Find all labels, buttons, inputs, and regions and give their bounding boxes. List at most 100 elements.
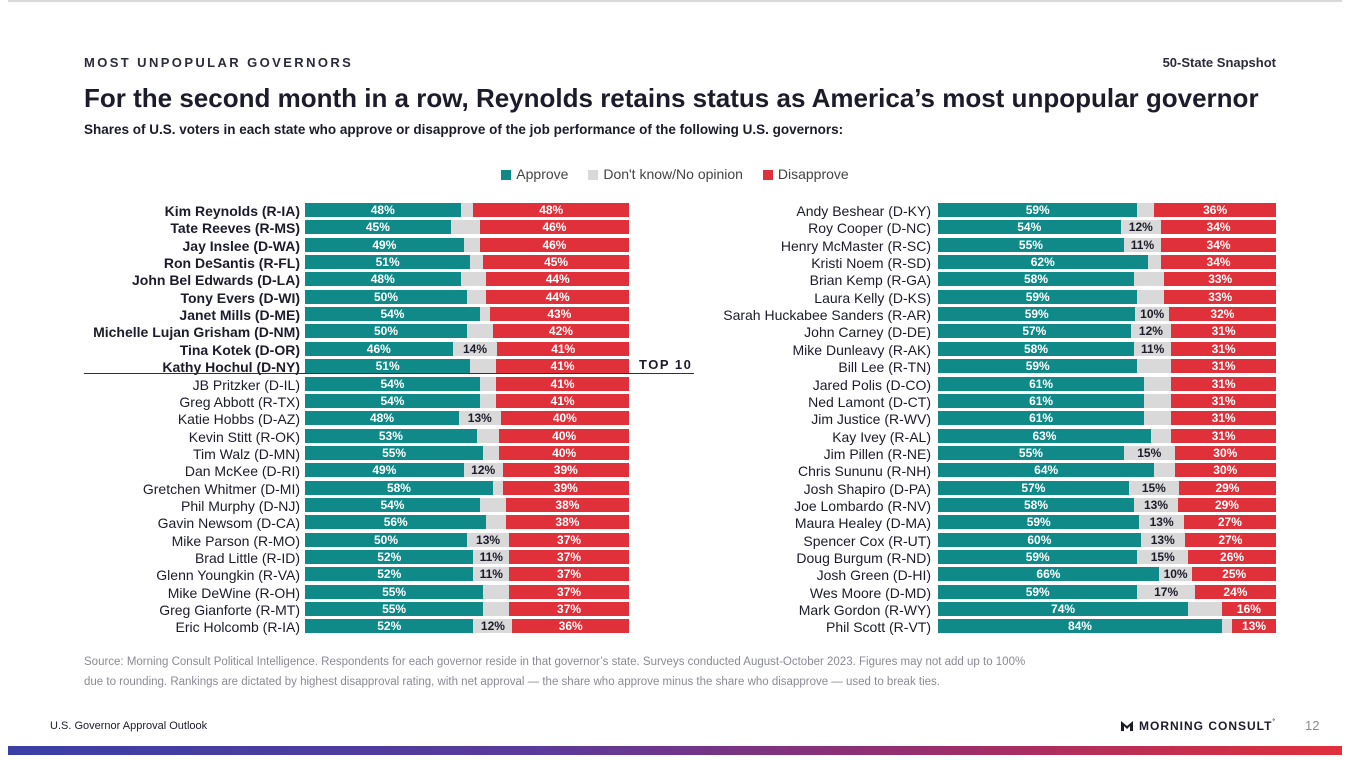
approve-bar bbox=[305, 463, 464, 478]
approve-bar bbox=[938, 584, 1138, 599]
dont-know-bar bbox=[479, 307, 490, 322]
approve-value-label: 48% bbox=[369, 411, 394, 426]
approve-value-label: 53% bbox=[378, 428, 403, 443]
approve-bar bbox=[938, 307, 1136, 322]
table-row: Tate Reeves (R-MS) 45% 46% bbox=[0, 219, 1350, 237]
governor-name: JB Pritzker (D-IL) bbox=[192, 376, 300, 393]
disapprove-bar bbox=[1164, 272, 1276, 287]
disapprove-value-label: 44% bbox=[545, 289, 570, 304]
approve-value-label: 51% bbox=[375, 255, 400, 270]
approve-value-label: 58% bbox=[1024, 497, 1049, 512]
governor-name: Phil Murphy (D-NJ) bbox=[180, 497, 300, 514]
dont-know-bar bbox=[479, 393, 497, 408]
governor-name: Eric Holcomb (R-IA) bbox=[175, 619, 300, 636]
dont-know-bar bbox=[1137, 584, 1195, 599]
table-row: Tony Evers (D-WI) 50% 44% bbox=[0, 289, 1350, 307]
dont-know-value-label: 11% bbox=[479, 567, 503, 582]
approve-bar bbox=[938, 480, 1129, 495]
dont-know-bar bbox=[1137, 289, 1165, 304]
dont-know-bar bbox=[1130, 324, 1172, 339]
approve-value-label: 66% bbox=[1036, 567, 1061, 582]
legend-approve: Approve bbox=[501, 166, 568, 182]
table-row: Henry McMaster (R-SC) 55% 11% 34% bbox=[0, 237, 1350, 255]
disapprove-bar bbox=[509, 567, 629, 582]
approve-value-label: 55% bbox=[382, 584, 407, 599]
table-row: Wes Moore (D-MD) 59% 17% 24% bbox=[0, 584, 1350, 602]
disapprove-bar bbox=[1178, 480, 1276, 495]
disapprove-value-label: 36% bbox=[558, 619, 583, 634]
governor-name: Jim Pillen (R-NE) bbox=[823, 445, 931, 462]
approve-value-label: 58% bbox=[1024, 341, 1049, 356]
approve-value-label: 52% bbox=[377, 619, 402, 634]
dont-know-value-label: 12% bbox=[480, 619, 505, 634]
approve-value-label: 55% bbox=[1018, 237, 1043, 252]
approve-bar bbox=[305, 567, 474, 582]
disapprove-value-label: 16% bbox=[1236, 602, 1261, 617]
dont-know-value-label: 11% bbox=[1130, 237, 1155, 252]
governor-name: Greg Abbott (R-TX) bbox=[179, 393, 300, 410]
table-row: Dan McKee (D-RI) 49% 12% 39% bbox=[0, 462, 1350, 480]
dont-know-value-label: 12% bbox=[471, 463, 496, 478]
dont-know-bar bbox=[1144, 393, 1172, 408]
disapprove-value-label: 41% bbox=[550, 393, 575, 408]
approve-value-label: 63% bbox=[1032, 428, 1057, 443]
dont-know-bar bbox=[1139, 515, 1184, 530]
governor-name: Greg Gianforte (R-MT) bbox=[159, 602, 300, 619]
approve-value-label: 50% bbox=[373, 532, 399, 547]
disapprove-bar bbox=[1161, 237, 1276, 252]
governor-name: Mark Gordon (R-WY) bbox=[798, 602, 931, 619]
dont-know-bar bbox=[473, 550, 510, 564]
governor-name: Katie Hobbs (D-AZ) bbox=[177, 411, 300, 428]
approve-value-label: 57% bbox=[1021, 480, 1046, 495]
approve-value-label: 55% bbox=[382, 602, 407, 617]
disapprove-bar bbox=[1171, 411, 1276, 426]
disapprove-bar bbox=[486, 289, 629, 304]
governor-name: Michelle Lujan Grisham (D-NM) bbox=[93, 324, 300, 341]
table-row: Phil Scott (R-VT) 84% 13% bbox=[0, 618, 1350, 636]
dont-know-bar bbox=[1137, 359, 1172, 374]
dont-know-bar bbox=[1134, 341, 1172, 356]
dont-know-value-label: 15% bbox=[1141, 480, 1166, 495]
approve-bar bbox=[305, 619, 474, 634]
table-row: Jim Pillen (R-NE) 55% 15% 30% bbox=[0, 445, 1350, 463]
table-row: Mark Gordon (R-WY) 74% 16% bbox=[0, 601, 1350, 619]
governor-name: Kim Reynolds (R-IA) bbox=[164, 203, 300, 219]
table-row: Ned Lamont (D-CT) 61% 31% bbox=[0, 393, 1350, 411]
page-subtitle: Shares of U.S. voters in each state who … bbox=[84, 122, 844, 137]
table-row: Katie Hobbs (D-AZ) 48% 13% 40% bbox=[0, 410, 1350, 428]
approve-value-label: 48% bbox=[370, 272, 395, 287]
dont-know-bar bbox=[1135, 307, 1169, 322]
dont-know-bar bbox=[460, 272, 487, 287]
governor-name: Glenn Youngkin (R-VA) bbox=[156, 567, 300, 584]
dont-know-value-label: 13% bbox=[1150, 532, 1175, 547]
disapprove-bar bbox=[1174, 463, 1276, 478]
approve-value-label: 84% bbox=[1067, 619, 1092, 634]
disapprove-bar bbox=[496, 393, 629, 408]
dont-know-bar bbox=[1137, 550, 1189, 564]
dont-know-bar bbox=[479, 376, 497, 391]
approve-value-label: 50% bbox=[373, 324, 399, 339]
approve-bar bbox=[305, 584, 484, 599]
legend-disapprove-swatch bbox=[762, 170, 773, 180]
snapshot-label: 50-State Snapshot bbox=[1162, 55, 1276, 70]
disapprove-value-label: 26% bbox=[1220, 550, 1245, 564]
table-row: Kim Reynolds (R-IA) 48% 48% bbox=[0, 202, 1350, 220]
disapprove-bar bbox=[492, 324, 629, 339]
table-row: Mike Dunleavy (R-AK) 58% 11% 31% bbox=[0, 341, 1350, 359]
table-row: Kristi Noem (R-SD) 62% 34% bbox=[0, 254, 1350, 272]
approve-value-label: 59% bbox=[1025, 584, 1050, 599]
disapprove-value-label: 44% bbox=[545, 272, 570, 287]
disapprove-bar bbox=[496, 376, 629, 391]
approve-value-label: 45% bbox=[365, 220, 390, 235]
dont-know-bar bbox=[483, 445, 500, 460]
disapprove-value-label: 34% bbox=[1206, 255, 1231, 270]
top-border bbox=[8, 0, 1342, 2]
approve-value-label: 59% bbox=[1025, 203, 1050, 217]
dont-know-value-label: 13% bbox=[1149, 515, 1174, 530]
governor-name: Brian Kemp (R-GA) bbox=[809, 272, 931, 289]
table-row: Kevin Stitt (R-OK) 53% 40% bbox=[0, 428, 1350, 446]
disapprove-value-label: 37% bbox=[557, 584, 582, 599]
approve-bar bbox=[305, 307, 480, 322]
approve-bar bbox=[305, 532, 467, 547]
disapprove-value-label: 41% bbox=[551, 341, 576, 356]
